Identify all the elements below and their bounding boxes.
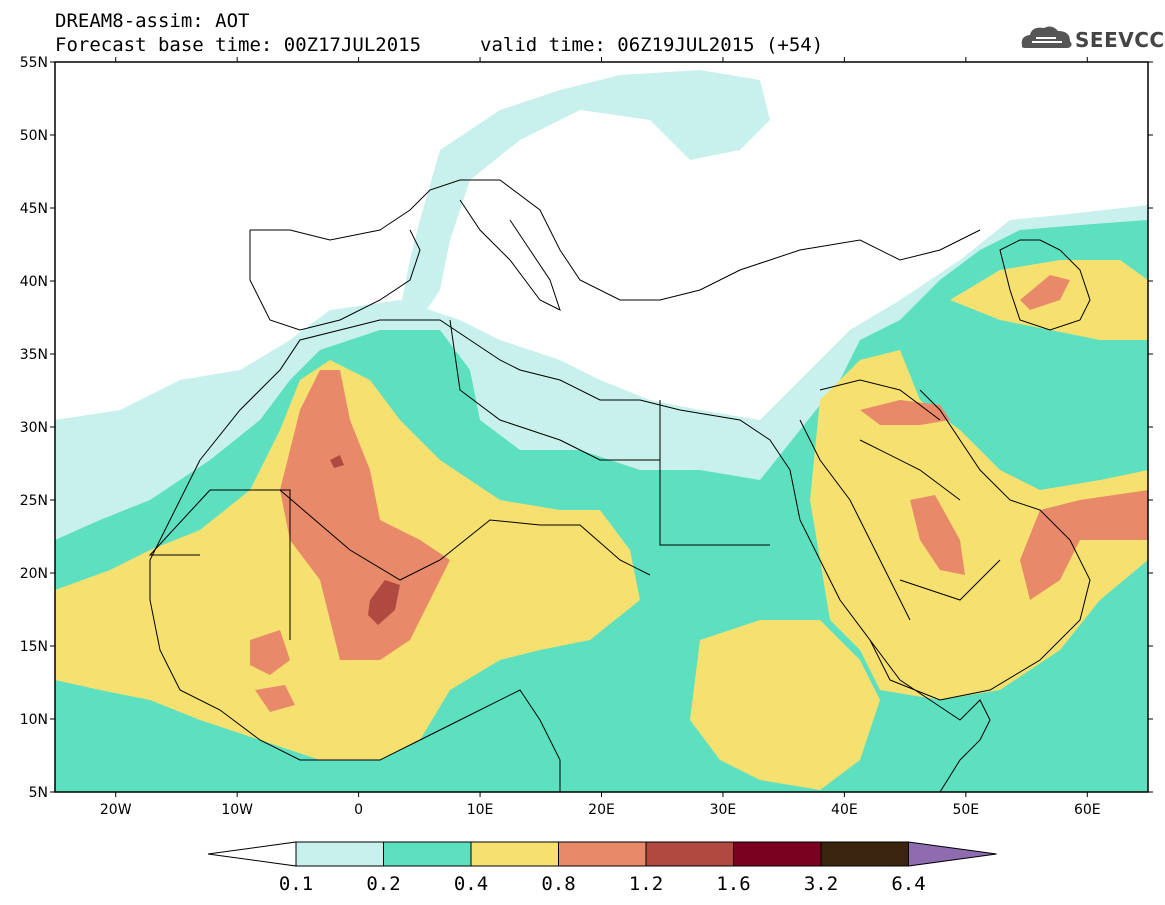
logo-text: SEEVCCC [1075,28,1165,52]
coastline-italy [459,199,561,311]
aot-band-1.2 [368,580,400,625]
lat-label: 20N [20,566,48,582]
lon-label: 60E [1074,802,1101,818]
colorbar-arrow-right [908,841,997,867]
colorbar: 0.1 0.2 0.4 0.8 1.2 1.6 3.2 6.4 [207,841,997,895]
lat-label: 45N [20,201,48,217]
lat-label: 55N [20,55,48,71]
colorbar-label: 6.4 [891,873,925,895]
borders-africa [148,319,770,640]
coastline-europe [250,179,981,301]
valid-time: valid time: 06Z19JUL2015 (+54) [480,34,824,56]
colorbar-swatch [558,841,647,867]
colorbar-label: 1.6 [716,873,750,895]
aot-band-0.1-europe [400,70,770,320]
lon-label: 10E [467,802,494,818]
colorbar-label: 0.8 [541,873,575,895]
aot-band-0.4-east [810,350,1148,700]
aot-band-0.8-sahel2 [255,685,295,712]
colorbar-swatch [733,841,822,867]
colorbar-label: 1.2 [629,873,663,895]
coastline-horn [869,639,991,792]
lon-label: 20W [100,802,132,818]
lat-label: 50N [20,128,48,144]
coastline-red-sea [789,419,911,681]
aot-band-0.8-oman [1020,490,1148,600]
forecast-base-time: Forecast base time: 00Z17JUL2015 [55,34,422,56]
coastline-west-africa [149,459,561,792]
colorbar-swatch [295,841,384,867]
aot-band-0.4-horn [690,620,880,790]
colorbar-arrow-left [207,841,297,867]
aot-band-0.8 [280,370,450,660]
map-title: DREAM8-assim: AOT [55,10,250,32]
lon-label: 0 [354,802,363,818]
lat-label: 40N [20,274,48,290]
colorbar-swatch [820,841,909,867]
lat-label: 5N [29,785,48,801]
colorbar-label: 0.2 [366,873,400,895]
colorbar-label: 0.4 [454,873,488,895]
lat-label: 30N [20,420,48,436]
aot-band-1.2-small [330,455,344,468]
colorbar-swatch [470,841,559,867]
lon-label: 20E [588,802,615,818]
coastline-caspian [999,239,1091,331]
aot-band-0.8-arabia [910,495,965,575]
colorbar-swatch [645,841,734,867]
colorbar-label: 0.1 [279,873,313,895]
lat-label: 10N [20,712,48,728]
lon-label: 50E [952,802,979,818]
cloud-icon [1021,26,1072,48]
colorbar-swatch [383,841,472,867]
lon-label: 40E [831,802,858,818]
coastline-north-africa [199,319,791,471]
borders-middle-east [819,379,1001,601]
lat-label: 25N [20,493,48,509]
lat-label: 35N [20,347,48,363]
lon-label: 30E [710,802,737,818]
lat-label: 15N [20,639,48,655]
aot-band-0.8-sahel [250,630,290,675]
coastline-iberia [249,229,421,331]
aot-band-0.8-caspian [1020,275,1070,310]
coastline-arabia [889,389,1091,701]
aot-map: 55N 50N 45N 40N 35N 30N 25N 20N 15N 10N 5N 20W 10W 0 1… [20,55,1153,818]
aot-band-0.8-gulf [860,400,950,425]
colorbar-label: 3.2 [804,873,838,895]
lon-label: 10W [221,802,253,818]
